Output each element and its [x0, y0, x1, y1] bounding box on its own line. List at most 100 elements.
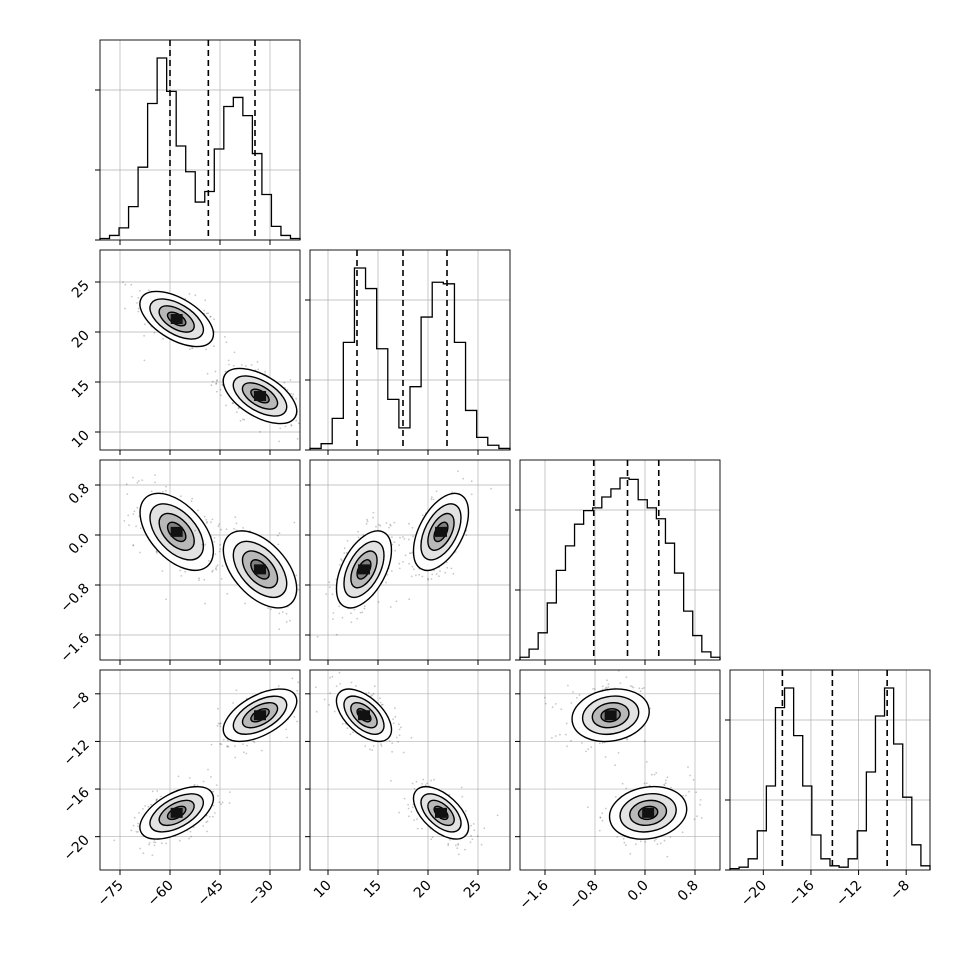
sample-point [210, 384, 213, 387]
sample-point [341, 722, 344, 725]
sample-point [132, 824, 135, 827]
sample-point [353, 608, 356, 611]
sample-point [607, 686, 610, 688]
sample-point [207, 312, 210, 315]
sample-point [431, 836, 434, 839]
sample-point [209, 316, 212, 318]
sample-point [295, 397, 298, 400]
sample-point [192, 826, 195, 829]
sample-point [465, 534, 468, 536]
sample-point [148, 842, 151, 844]
sample-point [402, 561, 404, 563]
sample-point [132, 544, 135, 546]
sample-point [390, 570, 393, 572]
sample-point [391, 750, 393, 753]
sample-point [142, 852, 145, 855]
sample-point [277, 685, 280, 687]
sample-point [331, 593, 334, 596]
sample-point [189, 348, 191, 351]
sample-point [331, 675, 334, 678]
sample-point [639, 690, 642, 693]
sample-point [449, 838, 451, 841]
sample-point [666, 855, 669, 858]
sample-point [607, 683, 610, 685]
sample-point [590, 746, 593, 748]
density-peak [170, 807, 183, 818]
sample-point [332, 618, 334, 620]
x-tick-label: −0.8 [566, 878, 601, 913]
sample-point [422, 778, 425, 781]
sample-point [328, 581, 331, 584]
sample-point [211, 518, 214, 521]
sample-point [664, 782, 667, 784]
sample-point [408, 598, 411, 601]
sample-point [554, 703, 557, 705]
sample-point [224, 336, 226, 338]
sample-point [205, 348, 207, 351]
sample-point [142, 808, 144, 810]
sample-point [113, 839, 116, 842]
sample-point [130, 295, 133, 298]
sample-point [341, 559, 343, 562]
sample-point [379, 524, 382, 527]
sample-point [214, 812, 216, 814]
sample-point [235, 689, 238, 692]
sample-point [418, 573, 420, 576]
sample-point [364, 745, 367, 747]
sample-point [335, 633, 338, 636]
sample-point [451, 491, 454, 494]
sample-point [470, 480, 473, 483]
sample-point [629, 852, 632, 855]
sample-point [653, 773, 656, 776]
sample-point [328, 586, 331, 589]
sample-point [206, 372, 209, 375]
sample-point [218, 801, 221, 804]
sample-point [470, 834, 472, 837]
sample-point [366, 520, 369, 523]
sample-point [284, 425, 287, 428]
sample-point [219, 543, 222, 546]
sample-point [473, 829, 476, 831]
sample-point [165, 485, 167, 488]
sample-point [213, 541, 216, 543]
sample-point [123, 520, 126, 522]
sample-point [663, 839, 666, 842]
sample-point [438, 575, 440, 578]
sample-point [378, 523, 380, 526]
sample-point [286, 389, 289, 391]
sample-point [133, 816, 136, 819]
sample-point [411, 782, 414, 785]
sample-point [270, 608, 272, 611]
x-tick-label: −1.6 [516, 877, 551, 912]
sample-point [343, 547, 346, 550]
sample-point [202, 825, 205, 827]
sample-point [225, 341, 228, 343]
sample-point [281, 611, 284, 613]
sample-point [421, 827, 423, 830]
sample-point [216, 795, 219, 797]
sample-point [156, 552, 158, 554]
sample-point [350, 681, 353, 684]
sample-point [206, 830, 209, 833]
sample-point [415, 780, 418, 783]
sample-point [458, 853, 460, 856]
sample-point [180, 575, 183, 577]
sample-point [476, 835, 479, 838]
sample-point [132, 544, 135, 547]
sample-point [411, 565, 414, 568]
sample-point [233, 351, 236, 354]
x-tick-label: 15 [361, 878, 385, 902]
histogram-panel-p0 [95, 39, 301, 245]
contour-panel-p0-p1: 10 15 20 25 [69, 249, 301, 455]
sample-point [290, 424, 293, 427]
sample-point [566, 745, 568, 748]
sample-point [641, 687, 644, 690]
sample-point [217, 722, 220, 725]
sample-point [136, 481, 139, 484]
sample-point [363, 607, 366, 610]
x-tick-label: −12 [833, 878, 865, 910]
sample-point [279, 427, 282, 430]
sample-point [367, 691, 370, 694]
sample-point [469, 841, 472, 844]
sample-point [194, 529, 196, 532]
